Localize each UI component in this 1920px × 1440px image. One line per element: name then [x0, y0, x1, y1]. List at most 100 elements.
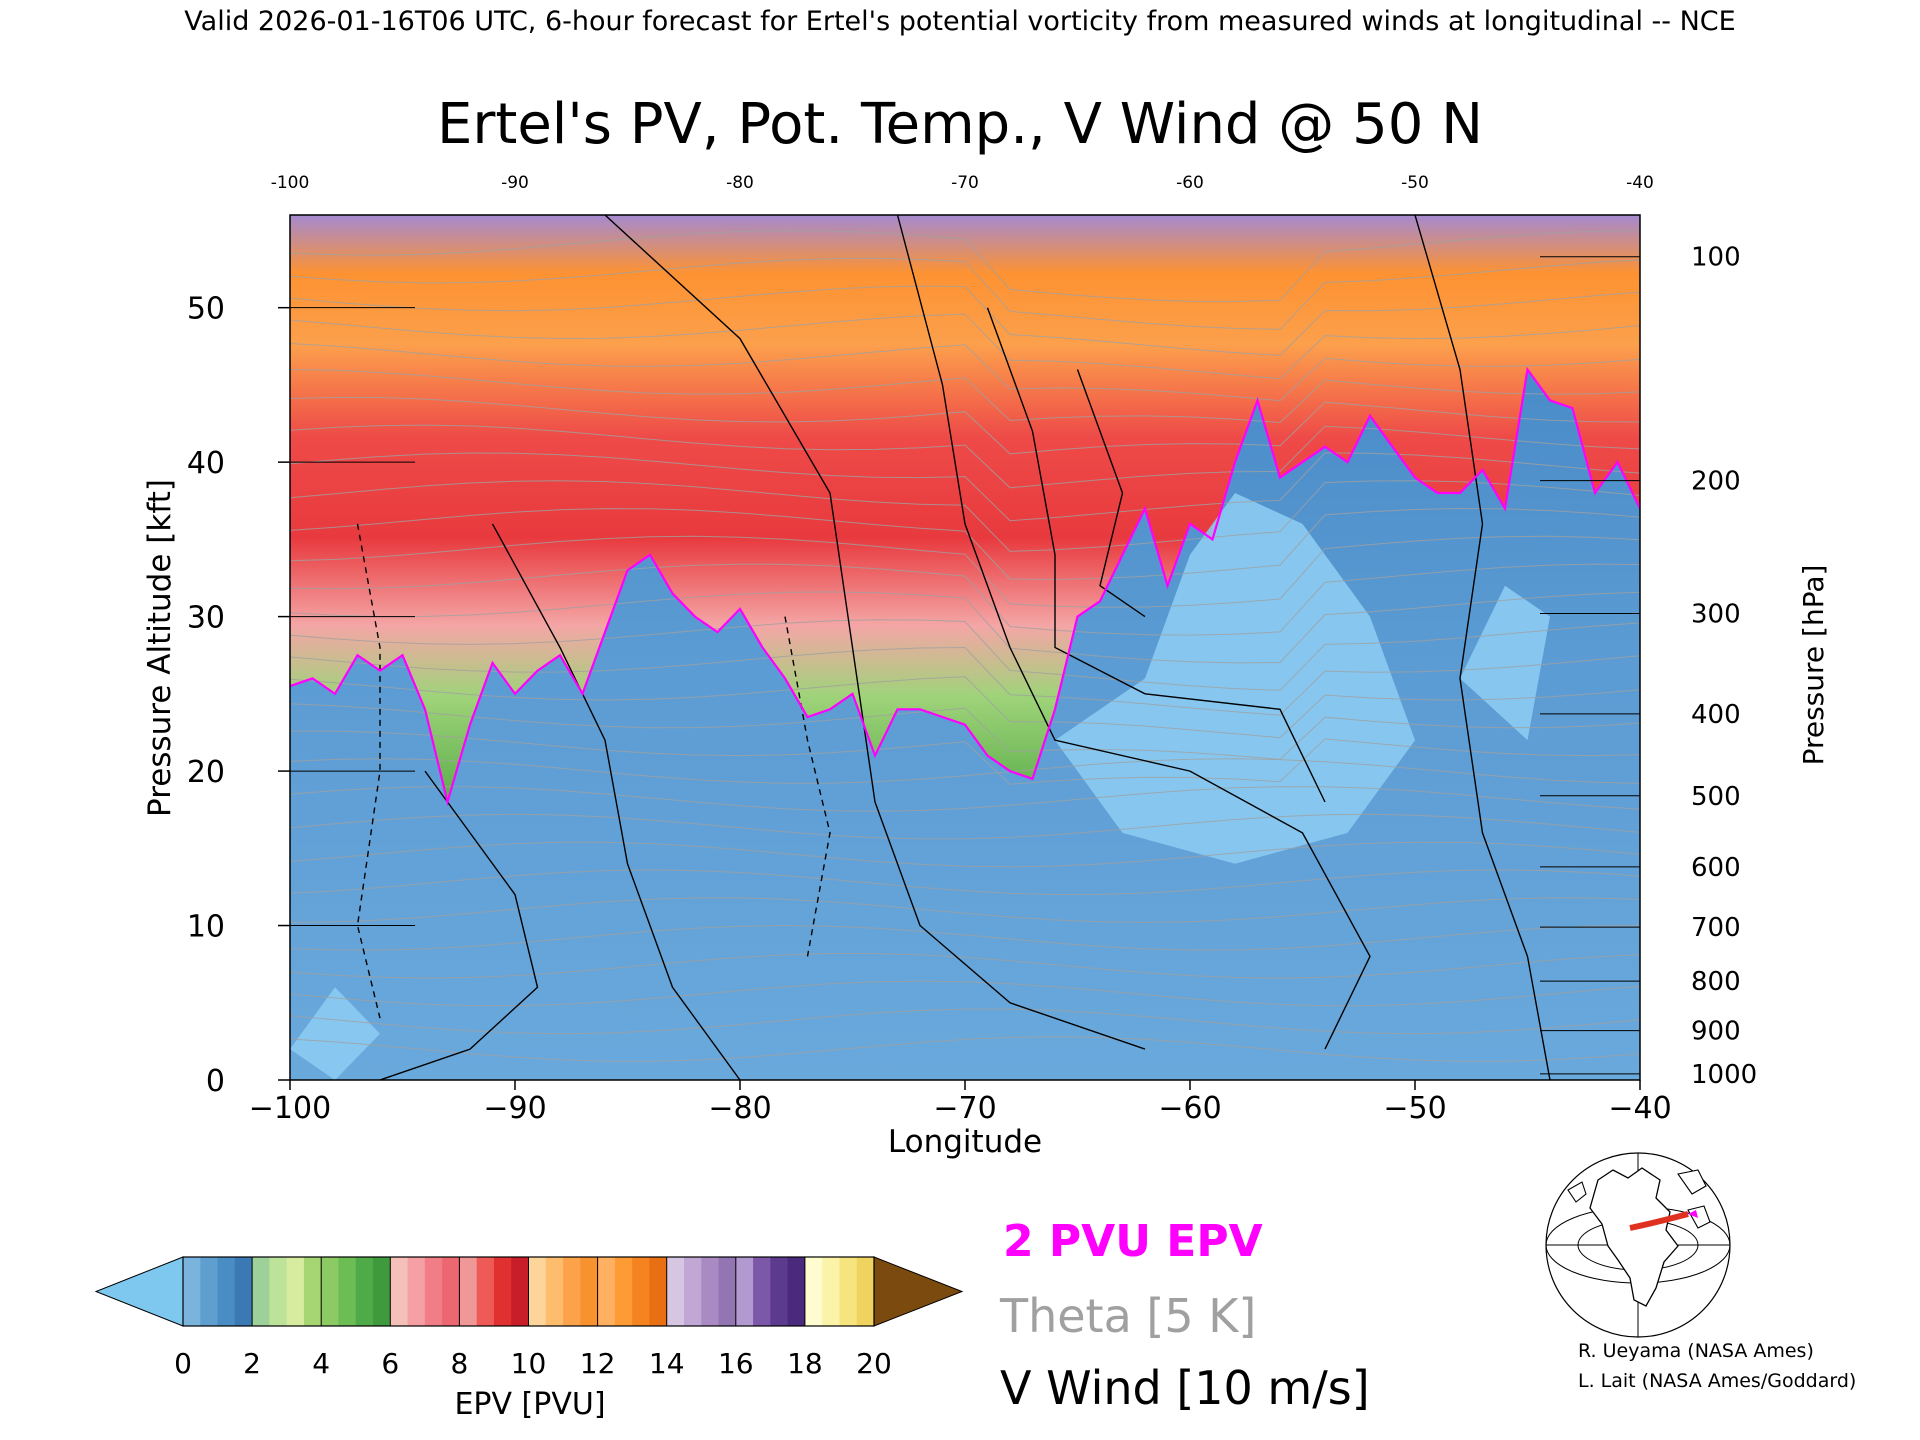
- legend-theta: Theta [5 K]: [999, 1289, 1256, 1343]
- colorbar-swatch: [252, 1257, 270, 1326]
- wind-contour: [896, 215, 1371, 1050]
- theta-line: [290, 424, 1640, 489]
- theta-line: [290, 229, 1640, 302]
- x-tick-label: −70: [933, 1091, 996, 1126]
- x-tick-label: −80: [708, 1091, 771, 1126]
- theta-isolines: [290, 229, 1640, 1062]
- colorbar-swatch: [459, 1257, 478, 1326]
- chart-title: Ertel's PV, Pot. Temp., V Wind @ 50 N: [437, 92, 1483, 157]
- y-tick-label: 20: [187, 755, 225, 790]
- x-tick-label: −50: [1383, 1091, 1446, 1126]
- theta-line: [290, 619, 1640, 691]
- theta-line: [290, 535, 1640, 608]
- theta-line: [290, 1008, 1640, 1035]
- x-tick-label: −90: [483, 1091, 546, 1126]
- colorbar-swatch: [563, 1257, 581, 1326]
- theta-line: [290, 452, 1640, 522]
- colorbar-swatch: [442, 1257, 460, 1326]
- colorbar-swatch: [217, 1257, 236, 1326]
- wind-contour: [491, 523, 741, 1080]
- theta-line: [290, 1036, 1640, 1062]
- colorbar-swatch: [839, 1257, 858, 1326]
- colorbar-swatch: [200, 1257, 219, 1326]
- colorbar-swatch: [683, 1257, 702, 1326]
- plot-area: [290, 215, 1640, 1080]
- colorbar-swatch: [614, 1257, 633, 1326]
- colorbar-swatch: [183, 1257, 201, 1326]
- colorbar-swatch: [753, 1257, 771, 1326]
- inset-map: [1545, 1152, 1731, 1338]
- colorbar-swatch: [407, 1257, 426, 1326]
- y-tick-label: 10: [187, 910, 225, 945]
- x-axis-bottom: −100 −90 −80 −70 −60 −50 −40: [249, 1080, 1672, 1126]
- x-axis-top: -100 -90 -80 -70 -60 -50 -40: [271, 173, 1654, 193]
- low-pv-core-2: [1460, 585, 1550, 741]
- x-top-tick-label: -60: [1176, 173, 1204, 193]
- colorbar-tick-label: 14: [649, 1347, 685, 1380]
- colorbar-swatch: [338, 1257, 357, 1326]
- x-axis-label: Longitude: [888, 1124, 1042, 1160]
- colorbar-tick-label: 18: [787, 1347, 823, 1380]
- pressure-tick-label: 500: [1691, 782, 1741, 812]
- theta-line: [290, 285, 1640, 356]
- colorbar-swatch: [632, 1257, 651, 1326]
- pressure-tick-label: 600: [1691, 853, 1741, 883]
- x-tick-label: −100: [249, 1091, 331, 1126]
- colorbar-tick-label: 12: [580, 1347, 616, 1380]
- colorbar-over-arrow: [873, 1256, 964, 1327]
- theta-line: [290, 953, 1640, 979]
- pressure-tick-label: 1000: [1691, 1060, 1757, 1090]
- colorbar-tick-label: 6: [381, 1347, 399, 1380]
- y-tick-label: 30: [187, 601, 225, 636]
- theta-line: [290, 869, 1640, 896]
- colorbar-swatch: [234, 1257, 253, 1326]
- y-axis-label: Pressure Altitude [kft]: [142, 479, 178, 817]
- pressure-tick-label: 300: [1691, 600, 1741, 630]
- wind-contour: [1076, 369, 1146, 618]
- colorbar-swatch: [269, 1257, 288, 1326]
- colorbar-tick-label: 4: [312, 1347, 330, 1380]
- theta-line: [290, 897, 1640, 923]
- colorbar-swatch: [735, 1257, 754, 1326]
- theta-line: [290, 676, 1640, 739]
- theta-line: [290, 257, 1640, 330]
- colorbar-swatch: [511, 1257, 530, 1326]
- colorbar-swatch: [476, 1257, 495, 1326]
- x-tick-label: −40: [1608, 1091, 1671, 1126]
- low-pv-core-3: [290, 987, 380, 1080]
- theta-line: [290, 924, 1640, 951]
- theta-line: [290, 343, 1640, 402]
- legend-wind: V Wind [10 m/s]: [1000, 1361, 1370, 1415]
- low-pv-cores: [290, 493, 1550, 1080]
- pressure-tick-label: 700: [1691, 913, 1741, 943]
- valid-time-header: Valid 2026-01-16T06 UTC, 6-hour forecast…: [184, 6, 1735, 37]
- colorbar: 0 2 4 6 8 10 12 14 16 18 20: [94, 1256, 964, 1380]
- colorbar-swatch: [701, 1257, 720, 1326]
- colorbar-tick-label: 0: [174, 1347, 192, 1380]
- colorbar-swatch: [856, 1257, 875, 1326]
- colorbar-tick-label: 8: [450, 1347, 468, 1380]
- x-top-tick-label: -50: [1401, 173, 1429, 193]
- credit-line-2: L. Lait (NASA Ames/Goddard): [1578, 1370, 1856, 1392]
- wind-contour: [1414, 215, 1551, 1080]
- legend-pv: 2 PVU EPV: [1003, 1216, 1263, 1267]
- colorbar-swatch: [493, 1257, 512, 1326]
- colorbar-swatch: [286, 1257, 305, 1326]
- theta-line: [290, 730, 1640, 785]
- colorbar-swatch: [787, 1257, 806, 1326]
- x-top-tick-label: -70: [951, 173, 979, 193]
- theta-line: [290, 313, 1640, 380]
- colorbar-swatch: [718, 1257, 737, 1326]
- above-tropopause-field: [290, 215, 1640, 802]
- colorbar-tick-label: 2: [243, 1347, 261, 1380]
- colorbar-under-arrow: [94, 1256, 184, 1327]
- two-pvu-contour: [290, 366, 1640, 807]
- theta-line: [290, 591, 1640, 664]
- wind-contour: [379, 770, 539, 1080]
- credit-line-1: R. Ueyama (NASA Ames): [1578, 1340, 1814, 1362]
- theta-line: [290, 480, 1640, 552]
- colorbar-swatch: [804, 1257, 823, 1326]
- colorbar-label: EPV [PVU]: [454, 1387, 605, 1422]
- theta-line: [290, 841, 1640, 868]
